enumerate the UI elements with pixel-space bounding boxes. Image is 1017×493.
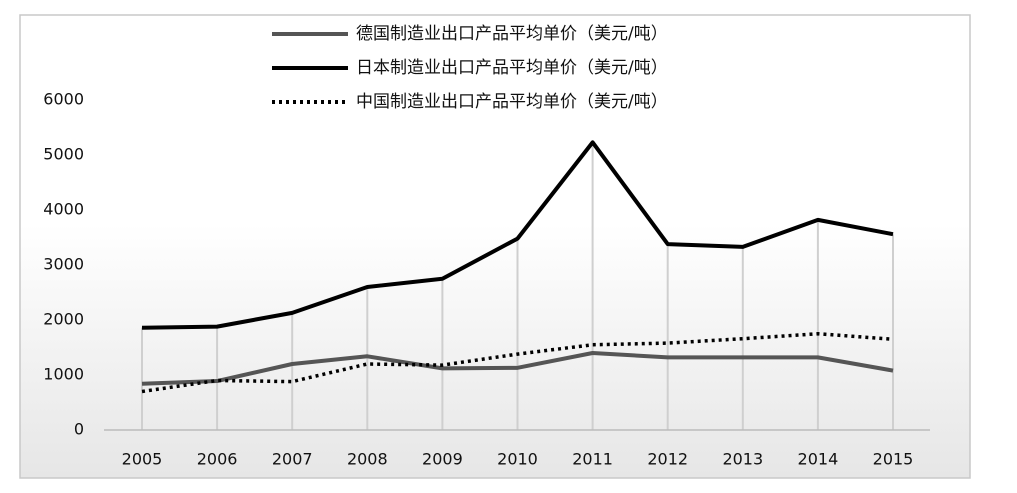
series-line bbox=[141, 351, 894, 386]
y-tick-label: 0 bbox=[74, 420, 84, 439]
x-tick-label: 2010 bbox=[497, 450, 538, 469]
x-tick-label: 2005 bbox=[122, 450, 163, 469]
x-tick-label: 2011 bbox=[572, 450, 613, 469]
y-tick-label: 1000 bbox=[43, 365, 84, 384]
x-tick-label: 2006 bbox=[197, 450, 238, 469]
x-tick-label: 2009 bbox=[422, 450, 463, 469]
x-tick-label: 2013 bbox=[722, 450, 763, 469]
legend-label: 德国制造业出口产品平均单价（美元/吨） bbox=[356, 24, 668, 44]
y-tick-label: 4000 bbox=[43, 200, 84, 219]
x-tick-label: 2015 bbox=[873, 450, 914, 469]
y-tick-label: 2000 bbox=[43, 310, 84, 329]
series-line bbox=[141, 140, 894, 330]
series-line bbox=[141, 332, 894, 394]
x-tick-label: 2008 bbox=[347, 450, 388, 469]
x-tick-label: 2007 bbox=[272, 450, 313, 469]
legend-label: 中国制造业出口产品平均单价（美元/吨） bbox=[356, 92, 668, 112]
y-tick-label: 5000 bbox=[43, 145, 84, 164]
y-tick-label: 3000 bbox=[43, 255, 84, 274]
x-tick-label: 2012 bbox=[647, 450, 688, 469]
legend-label: 日本制造业出口产品平均单价（美元/吨） bbox=[356, 58, 668, 78]
x-tick-label: 2014 bbox=[798, 450, 839, 469]
plot-frame bbox=[19, 14, 971, 479]
y-tick-label: 6000 bbox=[43, 90, 84, 109]
